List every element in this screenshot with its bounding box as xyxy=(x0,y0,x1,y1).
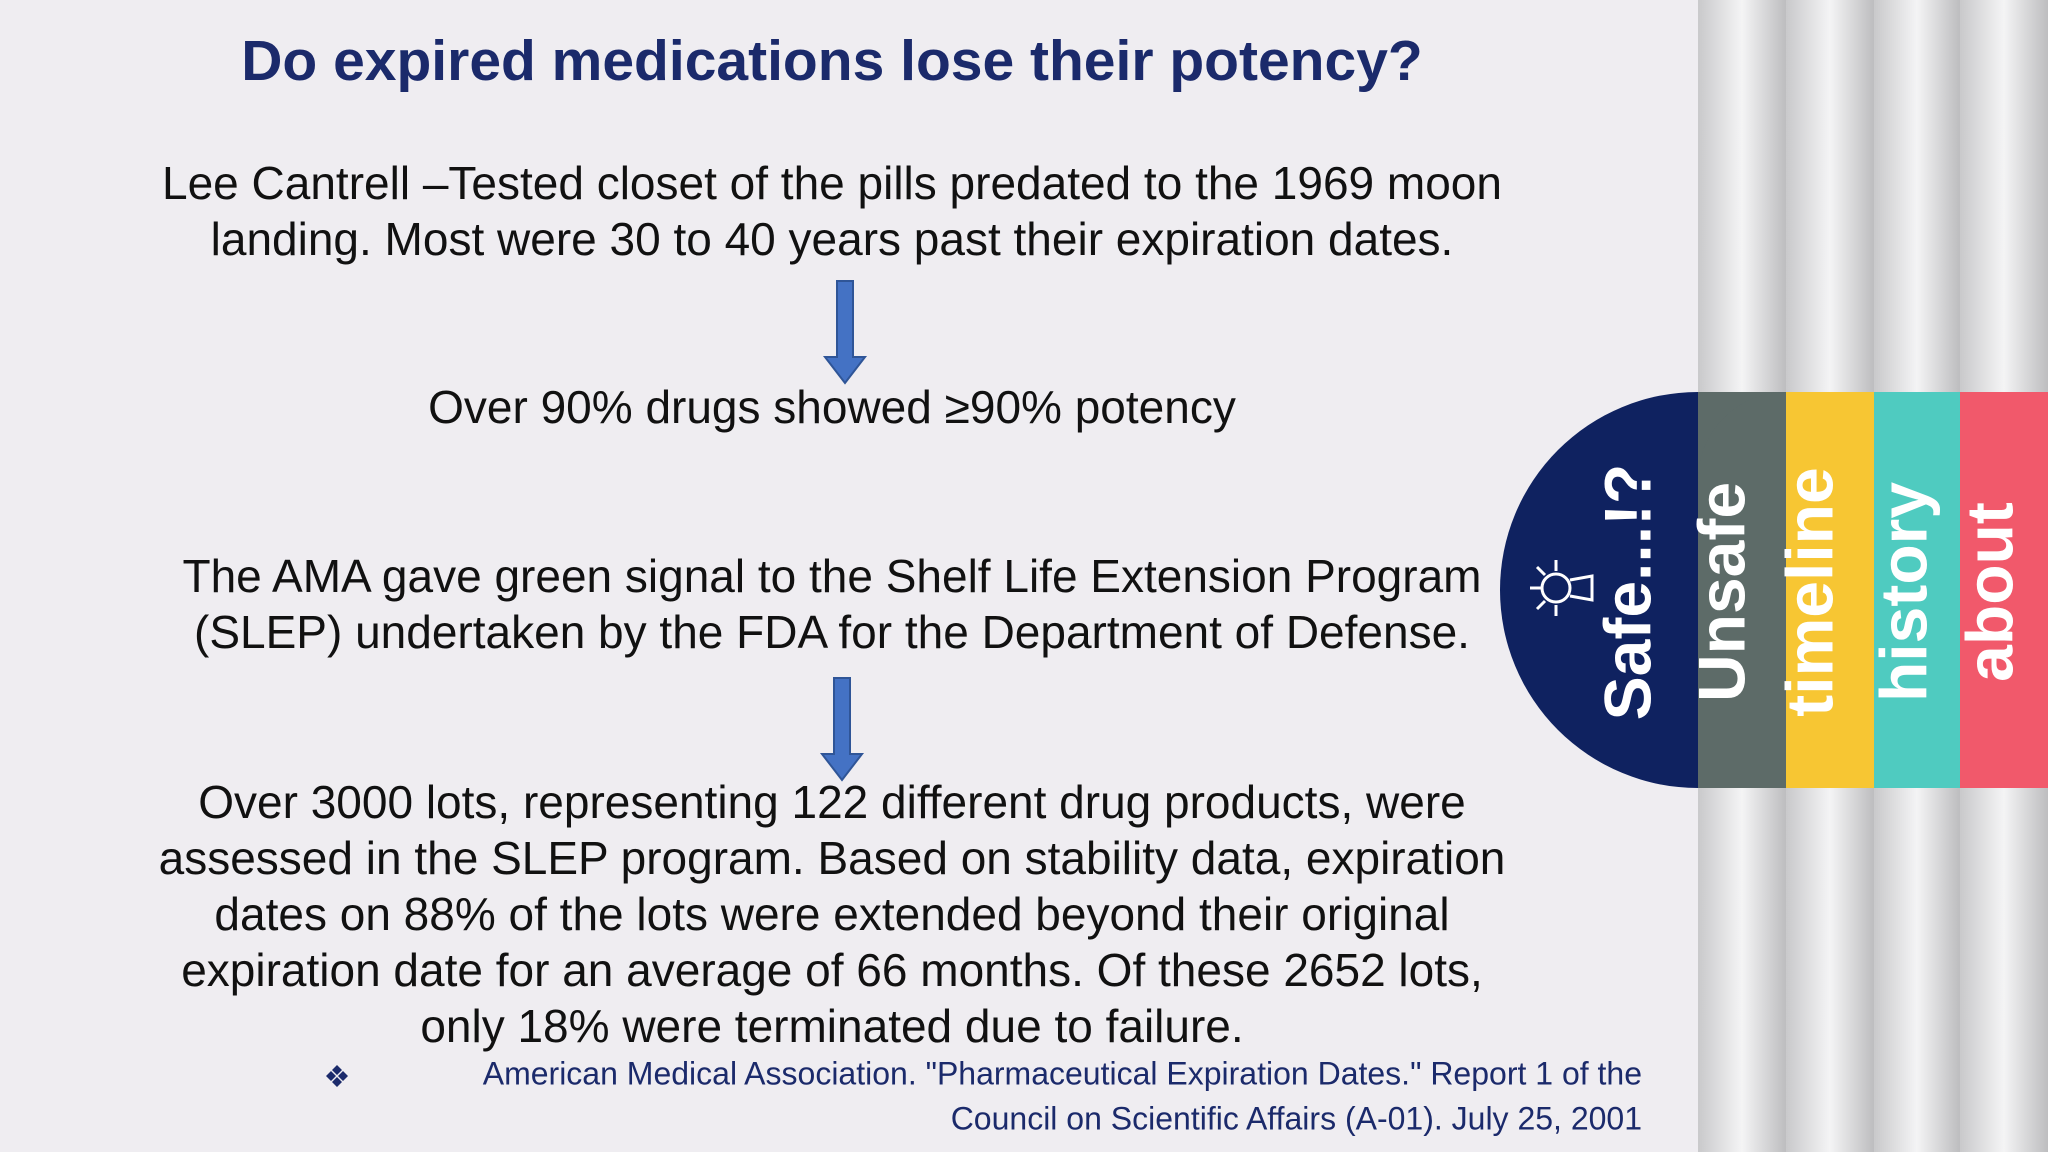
paragraph-line: only 18% were terminated due to failure. xyxy=(420,1000,1243,1052)
safe-half-circle xyxy=(1500,392,1698,788)
paragraph-line: dates on 88% of the lots were extended b… xyxy=(214,888,1449,940)
paragraph-line: landing. Most were 30 to 40 years past t… xyxy=(211,213,1454,265)
tab-label[interactable]: Unsafe xyxy=(1684,482,1758,702)
paragraph-line: assessed in the SLEP program. Based on s… xyxy=(159,832,1506,884)
paragraph-line: expiration date for an average of 66 mon… xyxy=(181,944,1483,996)
tab-strips xyxy=(1500,0,2048,1152)
tab-unsafe xyxy=(1698,392,1786,788)
bullet-icon xyxy=(326,1065,348,1087)
tab-label[interactable]: timeline xyxy=(1772,467,1846,716)
body-text: Lee Cantrell –Tested closet of the pills… xyxy=(159,157,1506,1052)
tab-timeline xyxy=(1786,392,1874,788)
paragraph-line: The AMA gave green signal to the Shelf L… xyxy=(183,550,1482,602)
citation-line: Council on Scientific Affairs (A-01). Ju… xyxy=(951,1100,1642,1136)
arrow xyxy=(822,280,868,385)
paragraph-line: (SLEP) undertaken by the FDA for the Dep… xyxy=(194,606,1470,658)
slide-title: Do expired medications lose their potenc… xyxy=(241,29,1422,93)
tab-label[interactable]: about xyxy=(1952,502,2026,682)
citation-line: American Medical Association. "Pharmaceu… xyxy=(483,1055,1642,1091)
tab-corner xyxy=(1698,392,1786,480)
paragraph-line: Over 90% drugs showed ≥90% potency xyxy=(428,381,1236,433)
tab-label[interactable]: history xyxy=(1866,482,1940,702)
tab-label[interactable]: Safe...!? xyxy=(1590,464,1664,721)
tab-about xyxy=(1960,392,2048,788)
tabs: Safe...!? Unsafe timeline history about xyxy=(1590,464,2026,721)
tab-history xyxy=(1874,392,1960,788)
bulb-icon xyxy=(1530,560,1594,616)
arrow xyxy=(819,677,865,782)
paragraph-line: Lee Cantrell –Tested closet of the pills… xyxy=(162,157,1502,209)
paragraph-line: Over 3000 lots, representing 122 differe… xyxy=(198,776,1465,828)
citation: American Medical Association. "Pharmaceu… xyxy=(483,1055,1642,1136)
